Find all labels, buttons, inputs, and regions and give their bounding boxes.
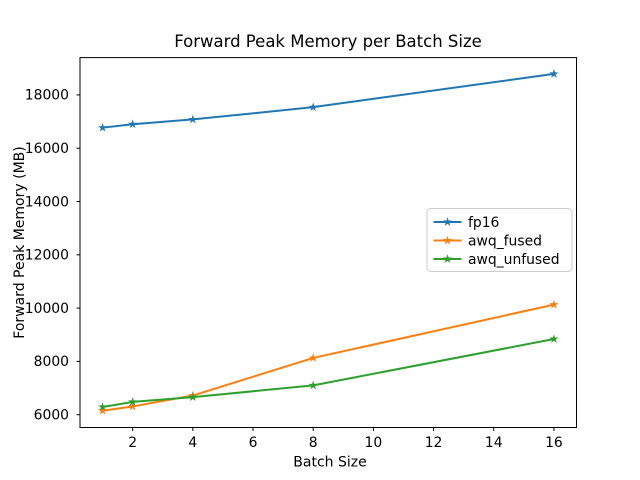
x-tick-label: 12 — [425, 435, 443, 451]
x-tick-label: 16 — [545, 435, 563, 451]
legend-box — [426, 208, 573, 272]
y-tick-label: 16000 — [25, 141, 69, 157]
series-marker-awq_fused — [549, 299, 559, 309]
x-axis-label: Batch Size — [293, 455, 366, 471]
legend-label-awq_unfused: awq_unfused — [468, 252, 560, 268]
series-marker-awq_unfused — [308, 380, 318, 390]
series-marker-awq_unfused — [188, 392, 198, 401]
y-tick-label: 18000 — [25, 88, 69, 104]
series-line-fp16 — [101, 72, 555, 129]
legend-marker-fp16 — [442, 217, 453, 226]
y-tick-label: 12000 — [25, 248, 69, 264]
series-line-awq_fused — [101, 303, 555, 412]
series-marker-awq_fused — [128, 401, 138, 411]
x-tick-label: 4 — [188, 435, 197, 451]
series-marker-fp16 — [308, 102, 318, 112]
legend-marker-awq_unfused — [442, 254, 453, 263]
legend-label-fp16: fp16 — [468, 215, 499, 231]
y-axis-label: Forward Peak Memory (MB) — [12, 146, 28, 338]
series-marker-fp16 — [549, 69, 559, 78]
x-tick-label: 2 — [128, 435, 137, 451]
series-marker-awq_unfused — [98, 402, 108, 411]
series-marker-fp16 — [188, 114, 198, 124]
y-tick-label: 14000 — [25, 194, 69, 210]
series-marker-awq_fused — [308, 353, 318, 362]
y-tick-label: 10000 — [25, 301, 69, 317]
series-marker-awq_fused — [98, 405, 108, 415]
series-marker-awq_unfused — [128, 397, 138, 406]
x-tick-label: 8 — [309, 435, 318, 451]
series-line-awq_unfused — [101, 338, 555, 408]
series-marker-fp16 — [128, 119, 138, 129]
chart-title: Forward Peak Memory per Batch Size — [174, 32, 482, 51]
series-marker-fp16 — [98, 122, 108, 132]
y-tick-label: 8000 — [34, 354, 69, 370]
legend-label-awq_fused: awq_fused — [468, 233, 542, 249]
plot-border — [79, 57, 577, 428]
series-marker-awq_unfused — [549, 334, 559, 343]
x-tick-label: 10 — [365, 435, 383, 451]
y-tick-label: 6000 — [34, 408, 69, 424]
chart-generated-content: 2 4 6 8 10 12 14 16 6000 8000 10000 12000 14000 16000… — [25, 57, 577, 451]
x-tick-label: 14 — [485, 435, 503, 451]
x-tick-label: 6 — [249, 435, 258, 451]
legend-marker-awq_fused — [442, 235, 453, 245]
